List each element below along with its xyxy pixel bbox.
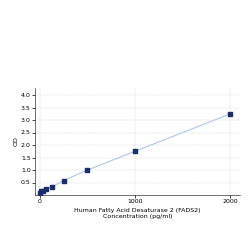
Y-axis label: OD: OD — [13, 136, 18, 146]
Point — [50, 185, 54, 189]
Point — [41, 188, 45, 192]
Point — [39, 189, 43, 193]
X-axis label: Human Fatty Acid Desaturase 2 (FADS2)
Concentration (pg/ml): Human Fatty Acid Desaturase 2 (FADS2) Co… — [74, 208, 201, 219]
Point — [62, 178, 66, 182]
Point — [133, 149, 137, 153]
Point — [38, 190, 42, 194]
Point — [228, 112, 232, 116]
Point — [44, 187, 48, 191]
Point — [86, 168, 89, 172]
